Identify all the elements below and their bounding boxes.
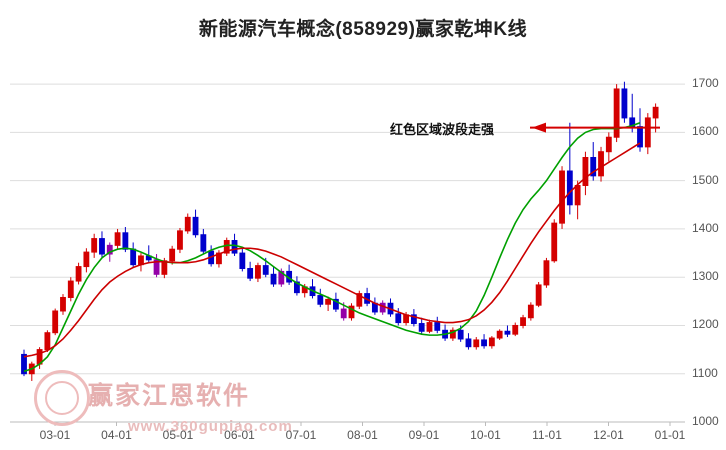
chart-title: 新能源汽车概念(858929)赢家乾坤K线 — [198, 19, 528, 40]
candlestick — [286, 264, 293, 285]
y-axis-tick-label: 1300 — [692, 269, 719, 284]
annotation-label: 红色区域波段走强 — [390, 121, 495, 137]
candlestick — [449, 327, 456, 341]
watermark-url: www.360gupiao.com — [128, 418, 293, 435]
candlestick — [465, 333, 472, 350]
watermark-text: 赢家江恩软件 — [88, 382, 251, 410]
candlestick — [566, 122, 573, 215]
candlestick — [442, 324, 448, 341]
x-axis-tick-label: 09-01 — [408, 428, 440, 442]
y-axis-tick-label: 1700 — [692, 76, 719, 91]
candlestick — [216, 250, 222, 268]
candlestick — [637, 108, 643, 152]
candlestick — [481, 334, 487, 349]
candlestick — [67, 277, 74, 302]
candlestick — [255, 262, 261, 283]
candlestick — [332, 292, 339, 312]
moving-average-line — [23, 121, 641, 373]
candlestick — [613, 84, 620, 143]
candlestick — [130, 242, 137, 268]
candlestick — [52, 308, 59, 336]
x-axis-tick-label: 10-01 — [470, 428, 501, 442]
candlestick — [200, 228, 207, 255]
x-axis-tick-label: 04-01 — [101, 428, 132, 442]
candlestick — [247, 261, 254, 282]
candlestick — [527, 302, 534, 321]
candlestick — [551, 219, 558, 263]
candlestick — [239, 248, 246, 272]
candlestick — [293, 276, 300, 296]
candlestick — [582, 151, 589, 196]
candlestick — [83, 248, 90, 273]
x-axis-tick-label: 05-01 — [162, 428, 194, 442]
candlestick — [621, 81, 628, 123]
y-axis-tick-label: 1500 — [692, 172, 719, 187]
candlestick — [371, 297, 378, 315]
candlestick — [356, 290, 363, 310]
candlestick — [488, 336, 495, 349]
candlestick — [520, 314, 526, 329]
x-axis-tick-label: 03-01 — [39, 428, 71, 442]
candlestick — [114, 228, 121, 250]
annotation-arrow-icon — [532, 122, 546, 133]
candlestick — [138, 253, 144, 272]
candlestick — [473, 337, 480, 350]
y-axis-tick-label: 1100 — [692, 365, 718, 380]
y-axis-tick-label: 1200 — [692, 317, 719, 332]
candlestick — [512, 322, 519, 337]
x-axis-tick-label: 08-01 — [347, 428, 378, 442]
candlestick — [434, 316, 441, 334]
x-axis-tick-label: 07-01 — [285, 428, 317, 442]
candlestick — [270, 266, 277, 287]
candlestick — [348, 303, 355, 321]
candlestick — [426, 319, 433, 334]
x-axis-tick-label: 01-01 — [654, 428, 686, 442]
candlestick — [177, 227, 183, 254]
candlestick — [418, 317, 425, 335]
watermark-seal-icon — [34, 370, 90, 426]
candlestick — [44, 330, 51, 353]
candlestick — [153, 254, 160, 278]
candlestick — [598, 146, 604, 182]
candlestick — [91, 233, 98, 258]
candlestick — [21, 349, 27, 377]
candlestick — [535, 282, 542, 308]
candlestick — [395, 308, 402, 326]
candlestick — [543, 257, 550, 288]
candlestick — [60, 294, 66, 315]
candlestick — [590, 142, 597, 181]
candlestick — [192, 209, 199, 238]
candlestick — [559, 166, 565, 229]
y-axis-tick-label: 1400 — [692, 220, 719, 235]
candlestick — [364, 287, 371, 307]
x-axis-tick-label: 11-01 — [532, 428, 562, 442]
candlestick — [75, 262, 82, 285]
candlestick — [309, 279, 316, 299]
x-axis-tick-label: 06-01 — [224, 428, 255, 442]
candlestick — [605, 132, 612, 162]
y-axis-tick-label: 1600 — [692, 124, 719, 139]
candlestick — [410, 309, 417, 327]
y-axis-tick-label: 1000 — [692, 414, 719, 428]
candlestick — [28, 361, 35, 381]
candlestick — [184, 213, 191, 234]
candlestick — [223, 237, 230, 256]
candlestick — [496, 329, 503, 340]
candlestick — [99, 231, 105, 258]
candlestick — [504, 325, 511, 338]
candlestick — [317, 288, 324, 308]
candlestick — [325, 296, 332, 311]
x-axis-tick-label: 12-01 — [593, 428, 624, 442]
moving-average-line — [23, 142, 641, 358]
candlestick — [644, 113, 651, 155]
